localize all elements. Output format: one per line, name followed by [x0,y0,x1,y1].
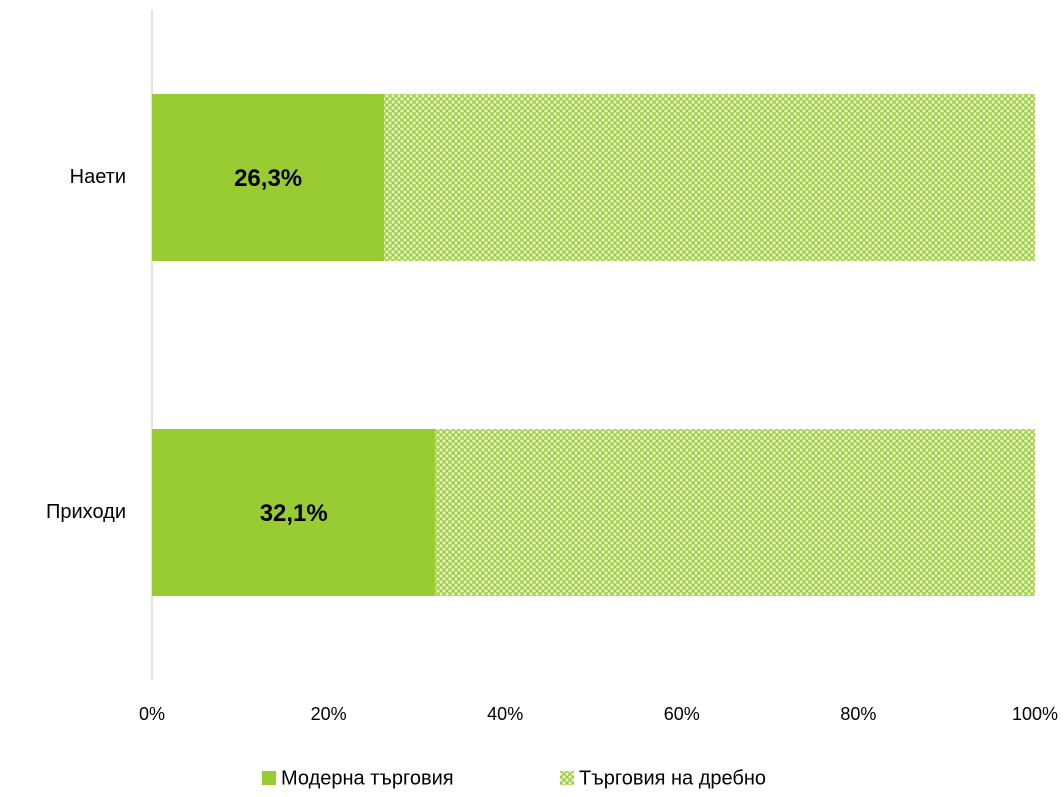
x-tick-label: 0% [139,704,165,724]
bar-segment [152,429,436,596]
bar-segment [384,94,1035,261]
bar-segment [152,94,385,261]
value-label: 32,1% [260,500,328,527]
bar-segment [435,429,1035,596]
legend-swatch [262,771,276,785]
value-label: 26,3% [234,165,302,192]
x-tick-label: 40% [487,704,523,724]
x-tick-label: 60% [664,704,700,724]
legend-label: Модерна търговия [281,767,454,789]
x-tick-label: 100% [1012,704,1058,724]
legend-swatch [560,771,574,785]
x-tick-label: 20% [311,704,347,724]
y-tick-label: Наети [70,166,126,188]
y-tick-label: Приходи [46,501,126,523]
legend-label: Търговия на дребно [579,767,766,789]
x-tick-label: 80% [840,704,876,724]
